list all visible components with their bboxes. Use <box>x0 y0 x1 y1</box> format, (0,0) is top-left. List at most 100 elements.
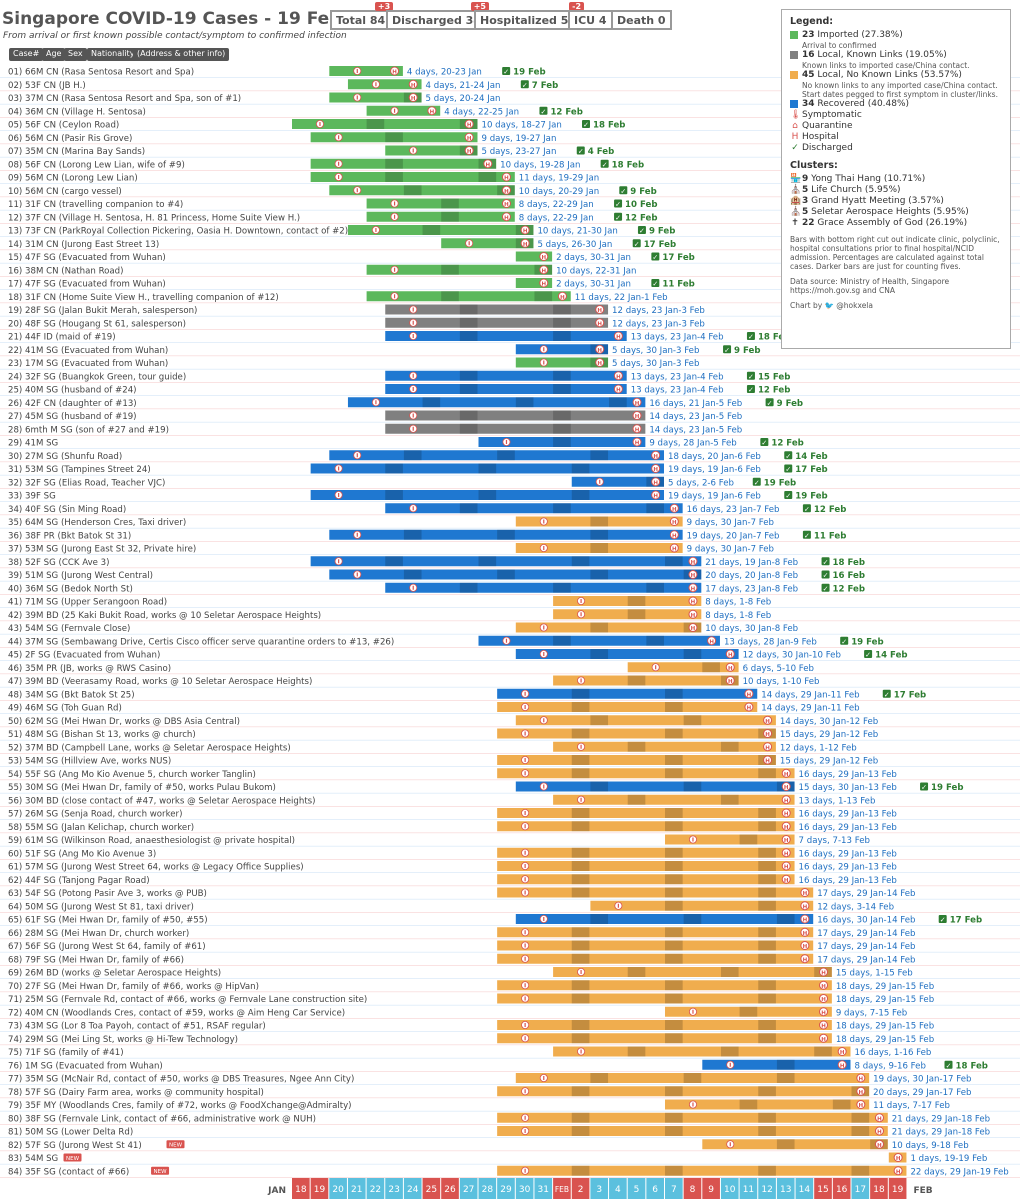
discharged-icon-check: ✓ <box>946 1062 952 1070</box>
case-label: 08) 56F CN (Lorong Lew Lian, wife of #9) <box>8 160 185 170</box>
case-label: 28) 6mth M SG (son of #27 and #19) <box>8 425 169 435</box>
axis-day-cell <box>310 1178 329 1199</box>
case-bar <box>553 967 832 977</box>
case-label: 68) 79F SG (Mei Hwan Dr, family of #66) <box>8 955 184 965</box>
hospital-icon <box>557 291 567 301</box>
case-summary: 16 days, 21 Jan-5 Feb <box>649 399 742 409</box>
hospital-icon-glyph: H <box>653 480 658 486</box>
case-label: 11) 31F CN (travelling companion to #4) <box>8 200 183 210</box>
hospital-icon-glyph: H <box>504 176 509 182</box>
case-bar <box>497 768 795 779</box>
hospital-icon-glyph: H <box>467 123 472 129</box>
case-label: 45) 2F SG (Evacuated from Wuhan) <box>8 651 160 661</box>
case-bar <box>497 953 814 964</box>
hospital-icon <box>744 689 754 699</box>
case-bar <box>329 92 422 103</box>
hospital-icon <box>539 252 549 261</box>
axis-end-label: FEB <box>913 1186 932 1196</box>
case-bar <box>497 1086 870 1097</box>
hospital-icon-glyph: H <box>728 653 733 659</box>
discharged-icon-check: ✓ <box>652 254 658 262</box>
five-day-marker <box>665 927 683 938</box>
hospital-icon-glyph: H <box>504 202 509 208</box>
case-summary: 18 days, 29 Jan-15 Feb <box>836 982 934 992</box>
case-label: 25) 40M SG (husband of #24) <box>8 386 137 396</box>
discharged-icon <box>802 504 811 513</box>
five-day-marker <box>459 370 478 381</box>
chip-sex: Sex <box>64 48 87 61</box>
discharged-icon <box>600 159 609 168</box>
case-summary: 20 days, 29 Jan-17 Feb <box>873 1088 971 1098</box>
case-label: 62) 44F SG (Tanjong Pagar Road) <box>8 876 150 886</box>
case-summary: 16 days, 29 Jan-13 Feb <box>799 863 897 873</box>
hospital-icon <box>688 596 698 606</box>
five-day-marker <box>683 715 702 726</box>
case-summary: 14 days, 29 Jan-11 Feb <box>761 690 859 700</box>
hospital-icon-glyph: H <box>859 1077 864 1083</box>
five-day-marker <box>571 980 590 991</box>
legend-note: Bars with bottom right cut out indicate … <box>790 235 1000 271</box>
five-day-marker <box>441 291 459 302</box>
case-summary: 16 days, 1-16 Feb <box>855 1048 932 1058</box>
five-day-marker <box>553 384 571 394</box>
case-summary: 17 days, 29 Jan-14 Feb <box>817 929 915 939</box>
case-summary: 12 days, 1-12 Feb <box>780 743 857 753</box>
case-label: 24) 32F SG (Buangkok Green, tour guide) <box>8 372 186 382</box>
axis-day-cell <box>832 1178 851 1199</box>
clusters-title: Clusters: <box>790 160 838 171</box>
case-bar <box>497 821 795 832</box>
axis-day-cell <box>814 1178 832 1199</box>
case-summary: 5 days, 30 Jan-3 Feb <box>612 346 699 356</box>
hospital-icon-glyph: H <box>635 441 640 447</box>
case-bar <box>497 861 795 871</box>
discharged-icon-check: ✓ <box>724 346 730 354</box>
hospital-icon-glyph: H <box>784 838 789 844</box>
discharge-date: 12 Feb <box>833 584 865 594</box>
new-badge <box>63 1153 82 1162</box>
axis-day-cell <box>441 1178 459 1199</box>
case-summary: 13 days, 1-13 Feb <box>799 796 876 806</box>
hospital-icon <box>669 543 679 553</box>
hospital-icon-glyph: H <box>486 162 491 168</box>
five-day-marker <box>497 450 515 461</box>
five-day-marker <box>478 172 497 182</box>
case-bar <box>515 278 553 288</box>
hospital-icon <box>800 901 810 911</box>
axis-day-label: 10 <box>724 1185 736 1195</box>
five-day-marker <box>403 450 422 461</box>
legend-icon-item: 🌡 Symptomatic <box>790 110 1002 121</box>
hospital-icon <box>539 265 549 275</box>
five-day-marker <box>459 410 478 421</box>
hospital-icon <box>651 464 661 473</box>
case-label: 34) 40F SG (Sin Ming Road) <box>8 505 126 515</box>
hospital-icon-glyph: H <box>896 1169 901 1175</box>
case-bar <box>702 1139 888 1150</box>
discharged-icon <box>651 279 660 287</box>
five-day-marker <box>478 490 497 500</box>
case-bar <box>497 808 795 818</box>
discharged-icon-check: ✓ <box>785 452 791 460</box>
hospital-icon <box>390 66 400 76</box>
legend-swatch <box>790 71 798 79</box>
stat-discharged: Discharged 34 +5 <box>386 2 489 30</box>
discharge-date: 18 Feb <box>612 160 644 170</box>
page-title: Singapore COVID-19 Cases - 19 Feb <box>2 9 342 29</box>
discharge-date: 12 Feb <box>625 213 657 223</box>
five-day-marker <box>590 529 609 540</box>
axis-day-cell <box>347 1178 366 1199</box>
hospital-icon-glyph: H <box>653 454 658 460</box>
hospital-icon <box>837 1060 847 1070</box>
hospital-icon <box>781 808 791 818</box>
case-bar <box>702 1059 851 1070</box>
hospital-icon <box>856 1086 866 1096</box>
hospital-icon-glyph: H <box>392 70 397 76</box>
case-summary: 15 days, 30 Jan-13 Feb <box>799 783 897 793</box>
discharged-icon-check: ✓ <box>503 68 509 76</box>
five-day-marker <box>459 384 478 394</box>
hospital-icon <box>483 159 493 169</box>
hospital-icon <box>595 318 605 328</box>
five-day-marker <box>441 198 459 209</box>
five-day-marker <box>385 556 403 567</box>
hospital-icon-glyph: H <box>840 1050 845 1056</box>
case-bar <box>515 516 683 527</box>
